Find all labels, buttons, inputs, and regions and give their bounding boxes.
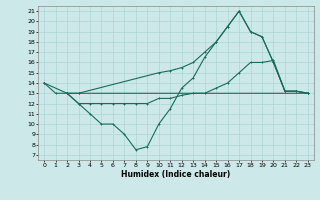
X-axis label: Humidex (Indice chaleur): Humidex (Indice chaleur) [121, 170, 231, 179]
